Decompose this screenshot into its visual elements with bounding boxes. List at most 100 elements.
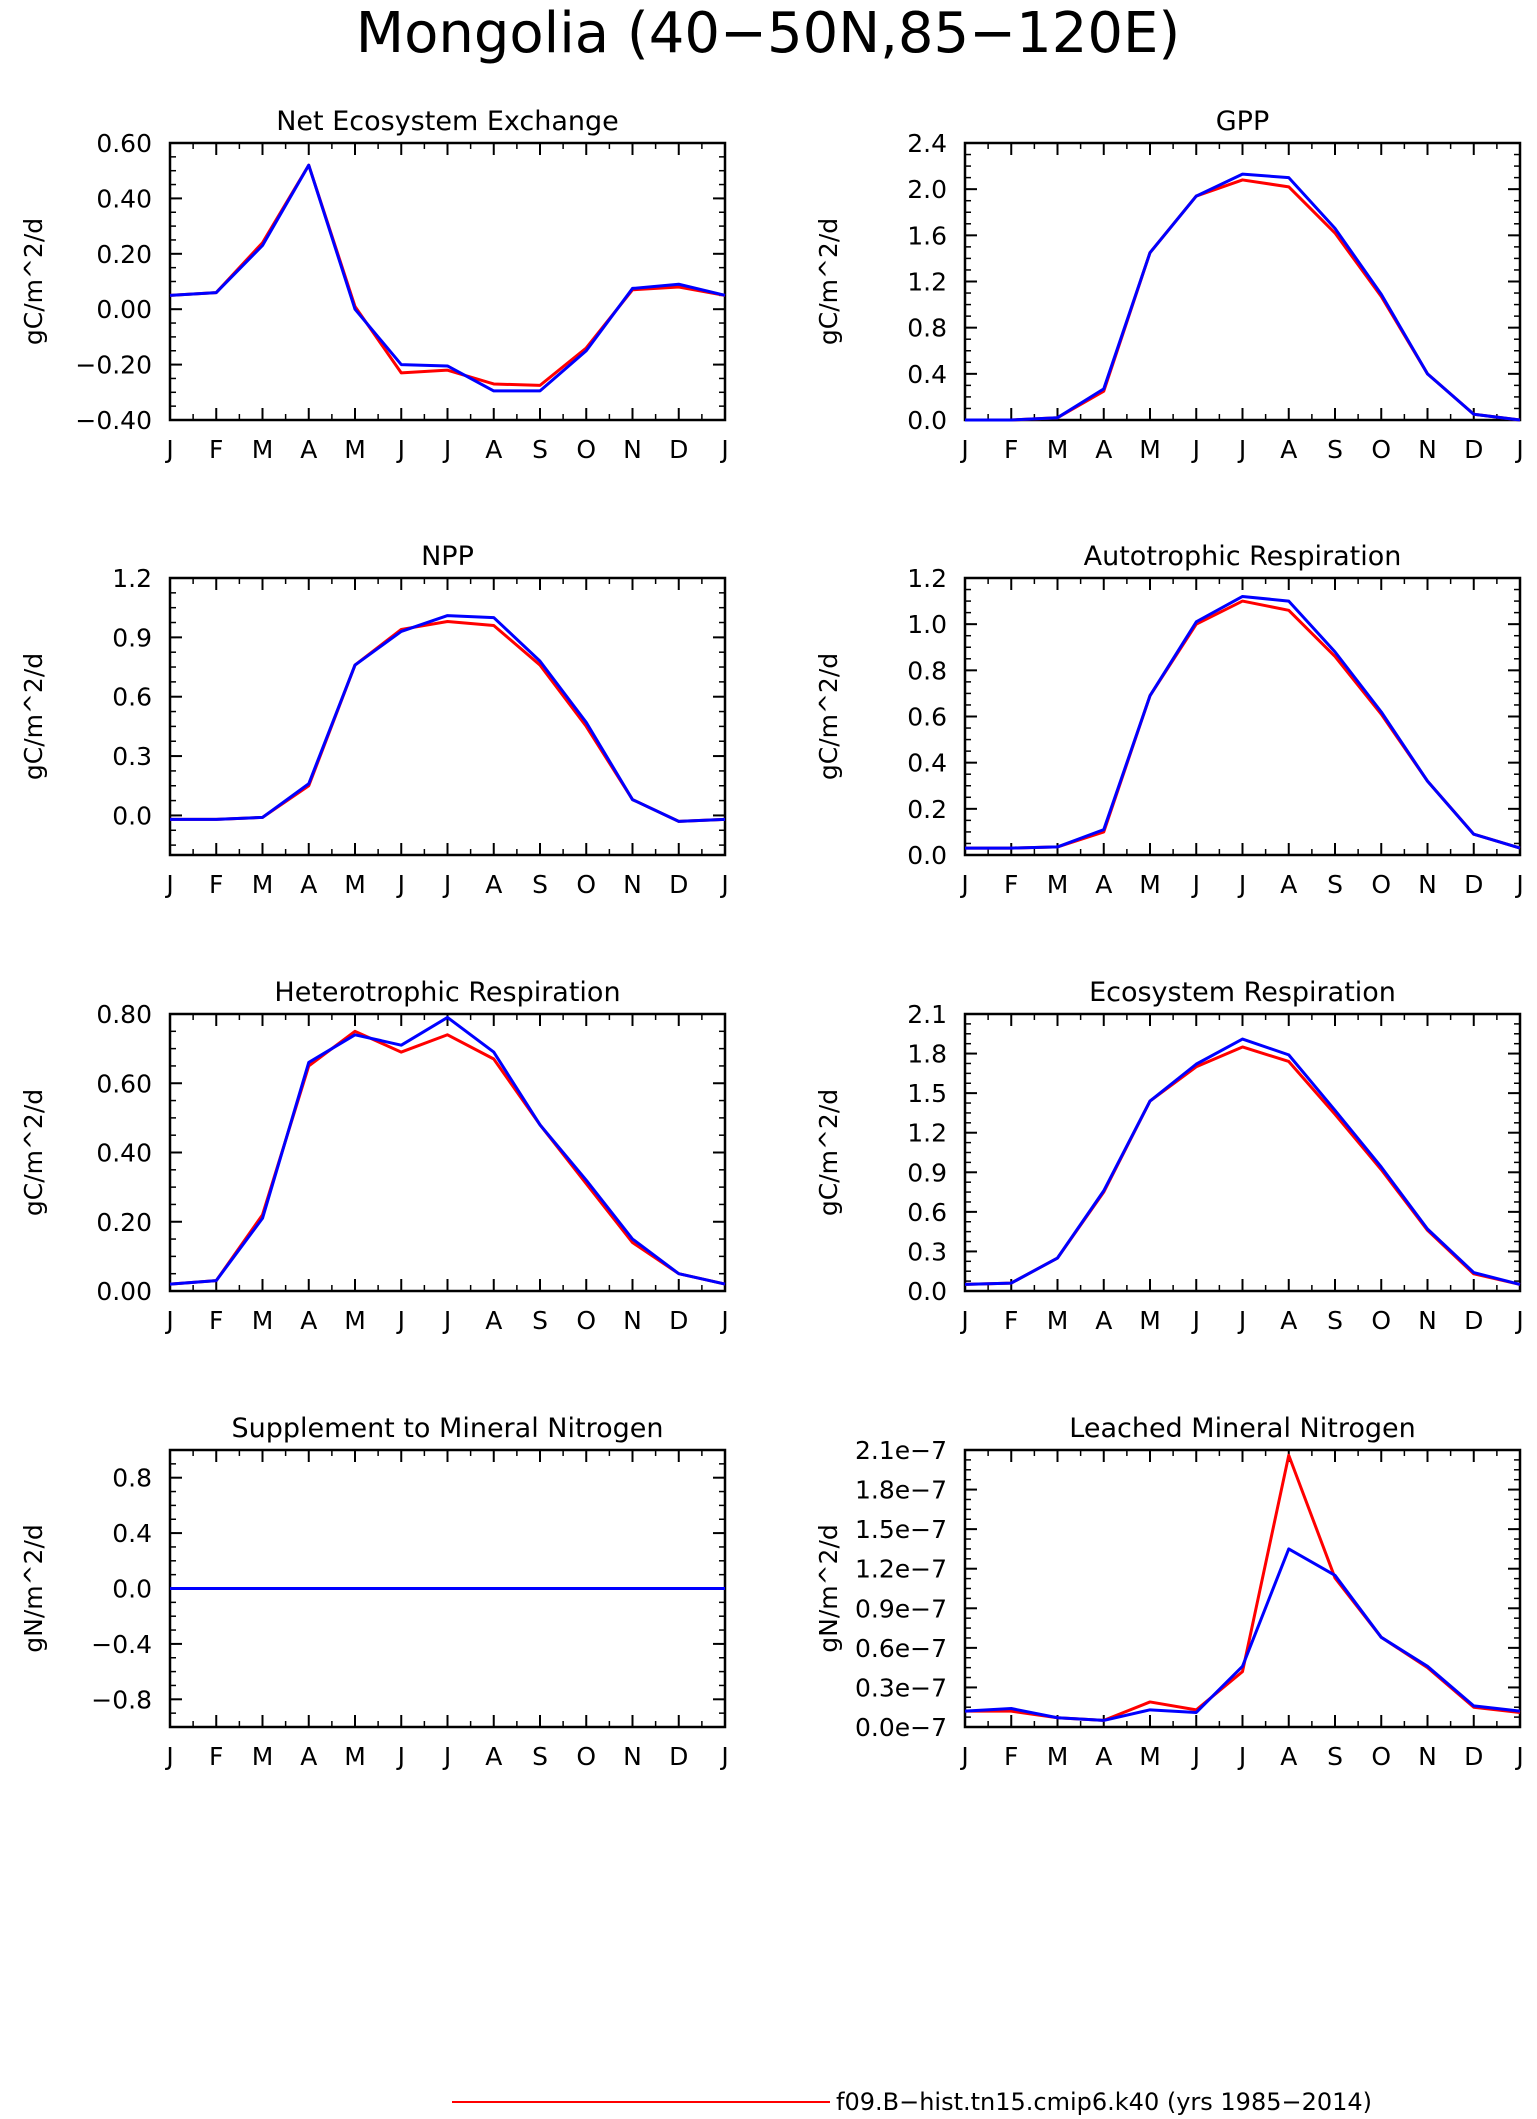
- y-tick-label: 2.0: [907, 175, 947, 204]
- x-tick-label: M: [1047, 1306, 1069, 1335]
- x-tick-label: N: [1418, 1306, 1437, 1335]
- x-tick-label: N: [623, 435, 642, 464]
- y-axis-label: gC/m^2/d: [19, 1089, 48, 1216]
- x-tick-label: F: [1004, 1742, 1018, 1771]
- y-tick-label: 0.0: [907, 841, 947, 870]
- series-line-blue: [965, 172, 1521, 422]
- y-tick-label: 0.80: [96, 1000, 152, 1029]
- x-tick-label: J: [719, 1742, 728, 1771]
- y-tick-label: 0.6: [112, 683, 152, 712]
- plot-frame: [963, 1012, 1522, 1293]
- y-axis-label: gN/m^2/d: [814, 1524, 843, 1653]
- y-tick-label: 0.40: [96, 184, 152, 213]
- panel-title: NPP: [421, 541, 474, 572]
- legend-label-run1: f09.B−hist.tn15.cmip6.k40 (yrs 1985−2014…: [836, 2088, 1372, 2116]
- x-tick-label: J: [164, 435, 173, 464]
- y-tick-label: 0.0e−7: [855, 1713, 947, 1742]
- x-tick-label: A: [1280, 1306, 1297, 1335]
- x-tick-label: J: [959, 1742, 968, 1771]
- x-tick-label: D: [1464, 1306, 1483, 1335]
- y-tick-label: 0.0: [112, 1575, 152, 1604]
- x-tick-label: J: [1191, 1306, 1200, 1335]
- x-tick-label: O: [576, 1306, 596, 1335]
- x-tick-label: F: [1004, 1306, 1018, 1335]
- x-tick-label: J: [442, 1742, 451, 1771]
- series-line-red: [964, 1045, 1521, 1286]
- x-tick-label: D: [669, 435, 688, 464]
- x-tick-label: D: [669, 1306, 688, 1335]
- y-axis-label: gN/m^2/d: [19, 1524, 48, 1653]
- y-tick-label: 0.6e−7: [855, 1634, 947, 1663]
- panel-7: Supplement to Mineral Nitrogen gN/m^2/d J F…: [19, 1413, 729, 1771]
- y-axis-label: gC/m^2/d: [19, 653, 48, 780]
- x-tick-label: M: [1047, 435, 1069, 464]
- x-tick-label: J: [164, 1306, 173, 1335]
- x-tick-label: J: [1514, 1742, 1523, 1771]
- series-line-blue: [169, 1015, 726, 1286]
- x-tick-label: M: [1139, 870, 1161, 899]
- y-tick-label: 0.40: [96, 1139, 152, 1168]
- x-tick-label: N: [1418, 435, 1437, 464]
- x-tick-label: J: [1237, 1306, 1246, 1335]
- x-tick-label: A: [300, 1742, 317, 1771]
- x-tick-label: J: [442, 870, 451, 899]
- legend: f09.B−hist.tn15.cmip6.k40 (yrs 1985−2014…: [452, 2088, 1372, 2116]
- x-tick-label: J: [719, 1306, 728, 1335]
- series-line-red: [169, 163, 726, 387]
- x-tick-label: S: [1327, 1306, 1343, 1335]
- x-tick-label: A: [1095, 1742, 1112, 1771]
- y-tick-label: 1.2: [907, 268, 947, 297]
- series-line-blue: [965, 594, 1521, 850]
- x-tick-label: M: [1047, 1742, 1069, 1771]
- y-tick-label: 0.3e−7: [855, 1673, 947, 1702]
- plot-frame: [963, 141, 1522, 422]
- x-tick-label: J: [1514, 1306, 1523, 1335]
- x-tick-label: J: [1191, 435, 1200, 464]
- x-tick-label: J: [1191, 1742, 1200, 1771]
- y-tick-label: −0.40: [75, 406, 152, 435]
- y-tick-label: 0.20: [96, 1208, 152, 1237]
- x-tick-label: J: [442, 1306, 451, 1335]
- x-tick-label: J: [1237, 870, 1246, 899]
- x-tick-label: D: [1464, 870, 1483, 899]
- x-tick-label: F: [209, 870, 223, 899]
- x-tick-label: M: [252, 1742, 274, 1771]
- series-line-red: [170, 620, 726, 823]
- x-tick-label: J: [1237, 435, 1246, 464]
- series-line-blue: [964, 1547, 1521, 1722]
- x-tick-label: A: [485, 1742, 502, 1771]
- series-line-red: [965, 599, 1521, 850]
- x-tick-label: D: [669, 1742, 688, 1771]
- x-tick-label: J: [1237, 1742, 1246, 1771]
- x-tick-label: N: [623, 1306, 642, 1335]
- x-tick-label: O: [576, 870, 596, 899]
- plot-frame: [963, 576, 1522, 857]
- x-tick-label: A: [300, 1306, 317, 1335]
- y-axis-label: gC/m^2/d: [814, 1089, 843, 1216]
- x-tick-label: J: [164, 870, 173, 899]
- y-tick-label: 0.3: [907, 1237, 947, 1266]
- x-tick-label: O: [1371, 870, 1391, 899]
- y-tick-label: 0.00: [96, 295, 152, 324]
- x-tick-label: A: [1280, 870, 1297, 899]
- y-axis-label: gC/m^2/d: [814, 653, 843, 780]
- y-tick-label: 1.8e−7: [855, 1476, 947, 1505]
- panel-title: Heterotrophic Respiration: [274, 977, 620, 1008]
- y-tick-label: 0.0: [907, 406, 947, 435]
- series-line-blue: [964, 1037, 1521, 1286]
- x-tick-label: J: [396, 870, 405, 899]
- x-tick-label: N: [1418, 870, 1437, 899]
- x-tick-label: M: [344, 1306, 366, 1335]
- panel-title: Leached Mineral Nitrogen: [1069, 1413, 1415, 1444]
- y-tick-label: 1.2: [907, 1119, 947, 1148]
- x-tick-label: A: [1280, 1742, 1297, 1771]
- y-tick-label: 1.2: [112, 564, 152, 593]
- y-tick-label: 0.20: [96, 240, 152, 269]
- y-tick-label: 1.2e−7: [855, 1555, 947, 1584]
- x-tick-label: M: [252, 870, 274, 899]
